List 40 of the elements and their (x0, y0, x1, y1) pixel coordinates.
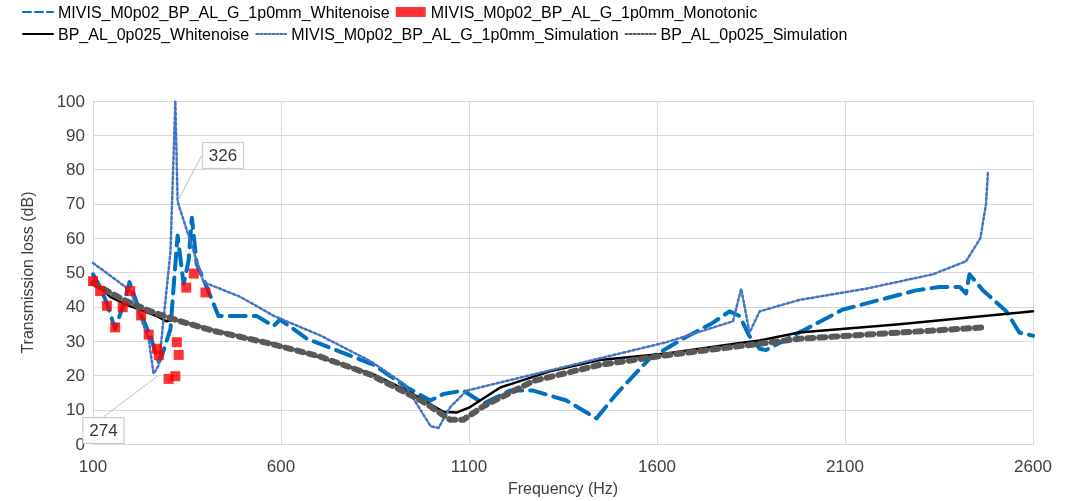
legend-label: BP_AL_0p025_Simulation (660, 25, 848, 44)
point (188, 268, 199, 279)
x-tick-label: 2600 (1014, 457, 1052, 477)
y-tick-label: 30 (66, 331, 85, 351)
point (101, 300, 112, 311)
point (125, 286, 136, 297)
point (181, 282, 192, 293)
annotation: 326 (208, 146, 238, 165)
x-tick-label: 1600 (638, 457, 676, 477)
x-tick-label: 2100 (826, 457, 864, 477)
legend-label: MIVIS_M0p02_BP_AL_G_1p0mm_Simulation (291, 25, 619, 44)
y-tick-label: 90 (66, 125, 85, 145)
x-axis-title: Frequency (Hz) (507, 479, 619, 497)
legend-label: MIVIS_M0p02_BP_AL_G_1p0mm_Whitenoise (58, 3, 390, 22)
y-tick-label: 10 (66, 400, 85, 420)
x-tick-label: 1100 (450, 457, 488, 477)
point (110, 322, 121, 333)
point (153, 350, 164, 361)
point (170, 371, 181, 382)
point (95, 286, 106, 297)
y-tick-label: 40 (66, 297, 85, 317)
y-tick-label: 60 (66, 228, 85, 248)
point (173, 349, 184, 360)
y-tick-label: 50 (66, 263, 85, 283)
y-tick-label: 20 (66, 365, 85, 385)
legend-label: MIVIS_M0p02_BP_AL_G_1p0mm_Monotonic (430, 3, 758, 22)
y-axis-title: Transmission loss (dB) (18, 191, 36, 354)
y-tick-label: 100 (56, 91, 85, 111)
point (136, 310, 147, 321)
y-tick-label: 0 (75, 434, 85, 454)
point (143, 329, 154, 340)
point (88, 276, 98, 287)
point (117, 302, 128, 313)
y-tick-label: 70 (66, 194, 85, 214)
point (171, 337, 182, 348)
point (200, 287, 211, 298)
annotation: 274 (89, 420, 118, 440)
x-tick-label: 600 (266, 457, 296, 477)
legend-label: BP_AL_0p025_Whitenoise (58, 25, 250, 44)
y-tick-label: 80 (66, 160, 85, 180)
